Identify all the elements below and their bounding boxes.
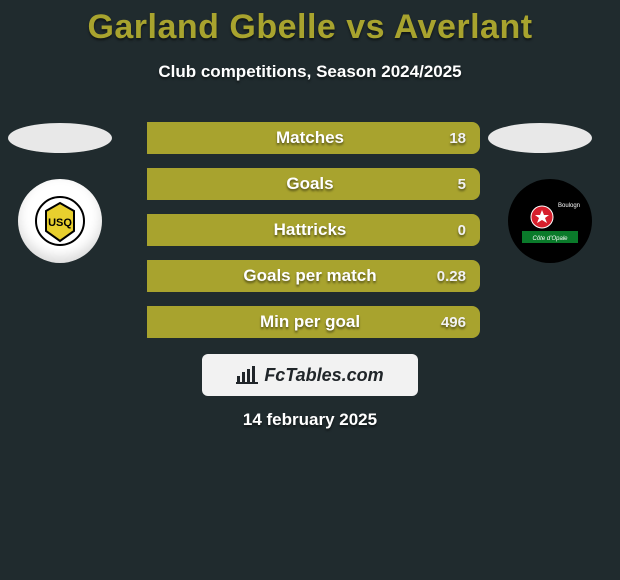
player-right-club-badge: Côte d’Opale Boulogne (508, 179, 592, 263)
svg-text:Côte d’Opale: Côte d’Opale (532, 236, 568, 242)
stat-value-right: 5 (458, 176, 466, 193)
branding-box: FcTables.com (202, 354, 418, 396)
club-badge-icon: Côte d’Opale Boulogne (520, 191, 580, 251)
svg-text:Boulogne: Boulogne (558, 203, 580, 209)
stat-label: Goals per match (140, 266, 480, 286)
stat-label: Hattricks (140, 220, 480, 240)
player-left-club-badge: USQ (18, 179, 102, 263)
stat-row: Goals5 (140, 168, 480, 200)
stat-row: Matches18 (140, 122, 480, 154)
stat-label: Goals (140, 174, 480, 194)
club-badge-icon: USQ (30, 191, 90, 251)
player-right-name-plate (488, 123, 592, 153)
page-title: Garland Gbelle vs Averlant (0, 8, 620, 47)
stat-value-right: 18 (449, 130, 466, 147)
stat-row: Min per goal496 (140, 306, 480, 338)
stat-value-right: 0 (458, 222, 466, 239)
player-left-name-plate (8, 123, 112, 153)
stat-row: Goals per match0.28 (140, 260, 480, 292)
stat-value-right: 0.28 (437, 268, 466, 285)
bar-chart-icon (236, 366, 258, 384)
comparison-infographic: Garland Gbelle vs Averlant Club competit… (0, 0, 620, 580)
stat-label: Min per goal (140, 312, 480, 332)
branding-text: FcTables.com (264, 365, 383, 386)
stat-label: Matches (140, 128, 480, 148)
page-subtitle: Club competitions, Season 2024/2025 (0, 62, 620, 82)
svg-text:USQ: USQ (48, 217, 72, 229)
comparison-date: 14 february 2025 (0, 410, 620, 430)
stat-row: Hattricks0 (140, 214, 480, 246)
stat-value-right: 496 (441, 314, 466, 331)
